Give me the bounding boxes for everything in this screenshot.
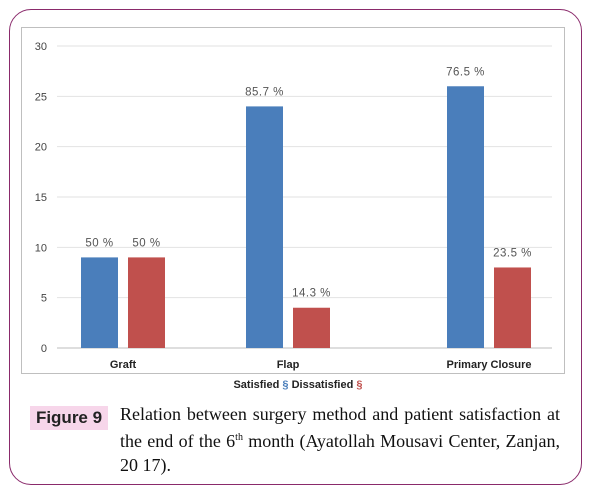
legend: Satisfied § Dissatisfied § bbox=[0, 379, 596, 391]
y-tick-label: 5 bbox=[41, 293, 47, 305]
bar-labels: 50 % 50 % 85.7 % 14.3 % 76.5 % 23.5 % bbox=[85, 66, 532, 300]
figure-caption: Relation between surgery method and pati… bbox=[120, 402, 560, 477]
bar-satisfied-primary-closure bbox=[447, 86, 484, 349]
bar-satisfied-flap bbox=[246, 106, 283, 349]
figure-frame bbox=[9, 9, 582, 485]
bar-data-label: 14.3 % bbox=[292, 288, 331, 300]
caption-text-part2: month (Ayatollah Mousavi Center, Zanjan,… bbox=[120, 431, 561, 475]
figure-label: Figure 9 bbox=[30, 406, 108, 430]
x-axis-ticks: Graft Flap Primary Closure bbox=[110, 359, 532, 371]
bar-dissatisfied-primary-closure bbox=[494, 267, 531, 348]
legend-satisfied-symbol: § bbox=[282, 379, 289, 391]
bar-satisfied-graft bbox=[81, 257, 118, 348]
x-tick-label: Graft bbox=[110, 359, 137, 371]
bar-data-label: 50 % bbox=[85, 237, 113, 249]
bar-data-label: 85.7 % bbox=[245, 86, 284, 98]
y-tick-label: 15 bbox=[35, 192, 47, 204]
legend-dissatisfied-symbol: § bbox=[356, 379, 363, 391]
y-tick-label: 10 bbox=[35, 242, 47, 254]
bar-data-label: 76.5 % bbox=[446, 66, 485, 78]
legend-satisfied-label: Satisfied bbox=[233, 379, 280, 391]
y-tick-label: 0 bbox=[41, 343, 47, 355]
legend-dissatisfied-label: Dissatisfied bbox=[291, 379, 354, 391]
x-tick-label: Primary Closure bbox=[447, 359, 532, 371]
bar-dissatisfied-flap bbox=[293, 307, 330, 348]
caption-text-part1: Relation between surgery method and pati… bbox=[120, 404, 560, 451]
x-tick-label: Flap bbox=[277, 359, 300, 371]
y-tick-label: 30 bbox=[35, 41, 47, 53]
bar-dissatisfied-graft bbox=[128, 257, 165, 348]
y-tick-label: 25 bbox=[35, 91, 47, 103]
bar-data-label: 50 % bbox=[132, 237, 160, 249]
bar-chart: 0 5 10 15 20 25 30 50 % 50 % 85.7 % 14.3 % 76.5 % 2… bbox=[35, 41, 552, 371]
caption-superscript: th bbox=[235, 432, 243, 443]
plot-area-border bbox=[21, 27, 565, 374]
y-axis-ticks: 0 5 10 15 20 25 30 bbox=[35, 41, 47, 355]
bars bbox=[81, 86, 531, 349]
y-tick-label: 20 bbox=[35, 142, 47, 154]
bar-data-label: 23.5 % bbox=[493, 247, 532, 259]
